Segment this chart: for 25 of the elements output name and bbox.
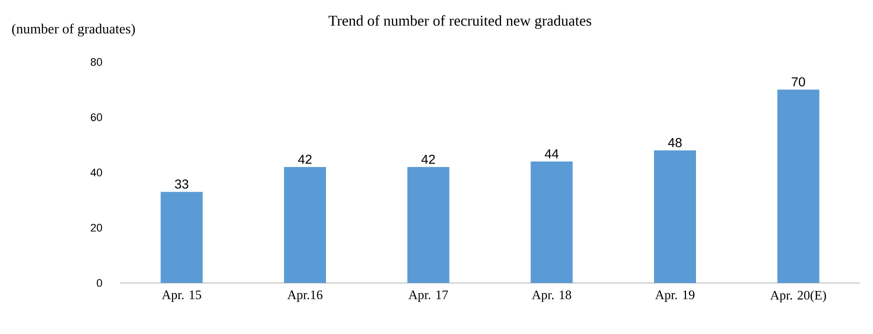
x-tick-label: Apr.16 bbox=[287, 290, 322, 302]
data-label: 33 bbox=[174, 179, 188, 189]
x-tick-label: Apr. 18 bbox=[532, 290, 572, 302]
y-tick-label: 60 bbox=[90, 113, 102, 122]
bar bbox=[284, 166, 326, 283]
y-tick-label: 40 bbox=[90, 168, 102, 176]
data-label: 42 bbox=[421, 154, 435, 164]
bar bbox=[530, 161, 573, 283]
bar bbox=[654, 150, 696, 283]
y-tick-label: 20 bbox=[90, 224, 102, 232]
data-label: 48 bbox=[668, 138, 682, 148]
chart-title: Trend of number of recruited new graduates bbox=[328, 15, 592, 29]
data-label: 42 bbox=[298, 154, 312, 164]
data-label: 44 bbox=[544, 149, 558, 158]
y-tick-label: 80 bbox=[90, 58, 102, 66]
y-axis-title: (number of graduates) bbox=[12, 24, 135, 36]
x-tick-label: Apr. 19 bbox=[655, 290, 694, 302]
data-label: 70 bbox=[792, 77, 806, 86]
bar bbox=[777, 90, 820, 283]
x-tick-label: Apr. 20(E) bbox=[770, 290, 826, 302]
x-tick-label: Apr. 17 bbox=[408, 290, 448, 302]
bar bbox=[160, 192, 203, 283]
x-tick-label: Apr. 15 bbox=[162, 290, 202, 302]
y-tick-label: 0 bbox=[96, 279, 102, 287]
bar bbox=[407, 166, 450, 283]
